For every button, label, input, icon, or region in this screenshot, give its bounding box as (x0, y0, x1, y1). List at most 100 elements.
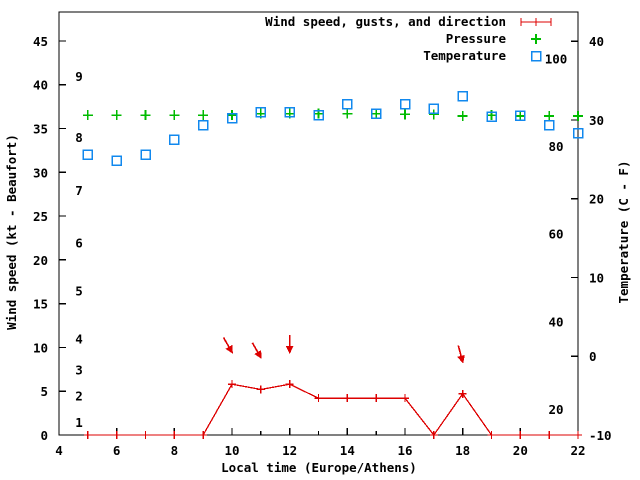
pressure-marker (515, 110, 526, 121)
y-left-tick-label: 30 (33, 165, 48, 180)
y-left-tick-label: 20 (33, 253, 48, 268)
legend-label-plus: Pressure (446, 31, 507, 46)
beaufort-tick-label: 5 (75, 283, 83, 298)
pressure-marker (371, 108, 382, 119)
series-temperature (82, 91, 584, 167)
wind-speed-marker (199, 431, 208, 439)
pressure-marker (227, 110, 237, 121)
wind-speed-marker (343, 394, 352, 403)
beaufort-tick-label: 4 (75, 332, 83, 347)
x-tick-label: 18 (455, 443, 470, 458)
wind-direction-arrow (251, 342, 262, 360)
temperature-marker (486, 111, 497, 123)
temperature-marker (313, 109, 324, 121)
x-tick-label: 22 (570, 443, 585, 458)
pressure-marker (544, 110, 555, 121)
wind-speed-marker (545, 431, 554, 439)
wind-speed-marker (285, 380, 294, 389)
series-pressure (82, 108, 583, 121)
pressure-marker (198, 110, 209, 121)
y-axis-right-title: Temperature (C - F) (616, 161, 631, 304)
temperature-marker (370, 108, 382, 119)
plot-frame (58, 11, 579, 436)
y-left-tick-label: 40 (33, 78, 48, 93)
y-axis-left-title: Wind speed (kt - Beaufort) (4, 134, 19, 330)
y-axis-right-ticks: -10 0 10 20 30 40 20 40 60 80 100 (545, 34, 612, 443)
series-layer (82, 91, 584, 439)
wind-speed-marker (228, 380, 236, 389)
temperature-marker (428, 103, 440, 115)
fahrenheit-tick-label: 100 (545, 51, 568, 66)
y-left-tick-label: 35 (33, 121, 48, 136)
fahrenheit-tick-label: 20 (548, 402, 563, 417)
wind-speed-marker (429, 431, 438, 439)
wind-direction-arrow (222, 337, 233, 354)
pressure-marker (400, 109, 410, 120)
pressure-marker (82, 110, 93, 121)
wind-speed-marker (112, 431, 121, 439)
beaufort-tick-label: 8 (75, 130, 83, 145)
y-left-tick-label: 15 (33, 297, 48, 312)
temperature-marker (140, 149, 151, 160)
x-tick-label: 20 (513, 443, 528, 458)
pressure-marker (457, 110, 468, 121)
x-tick-label: 12 (282, 443, 297, 458)
wind-direction-arrow (457, 345, 465, 364)
x-tick-label: 8 (171, 443, 179, 458)
fahrenheit-tick-label: 40 (548, 315, 563, 330)
y-right-tick-label: 10 (589, 270, 604, 285)
wind-speed-marker (314, 394, 323, 403)
y-right-tick-label: -10 (589, 428, 612, 443)
y-left-tick-label: 10 (33, 340, 48, 355)
pressure-marker (169, 110, 180, 121)
temperature-marker (515, 110, 526, 122)
x-tick-label: 16 (397, 443, 412, 458)
wind-speed-marker (83, 431, 92, 439)
legend-key-wind (520, 18, 552, 26)
beaufort-tick-label: 7 (75, 183, 83, 198)
x-tick-label: 14 (340, 443, 355, 458)
beaufort-tick-label: 3 (75, 362, 83, 377)
wind-speed-marker (141, 431, 150, 439)
wind-speed-marker (458, 389, 467, 398)
temperature-marker (342, 98, 353, 110)
temperature-marker (197, 120, 209, 131)
wind-speed-marker (256, 385, 265, 394)
y-left-tick-label: 45 (33, 34, 48, 49)
temperature-marker (457, 91, 468, 102)
fahrenheit-tick-label: 80 (548, 139, 563, 154)
temperature-marker (111, 155, 122, 167)
legend-key-temperature (530, 50, 542, 62)
y-right-tick-label: 20 (589, 192, 604, 207)
legend-key-pressure (531, 34, 541, 44)
x-axis-title: Local time (Europe/Athens) (221, 460, 417, 475)
wind-speed-marker (487, 431, 496, 439)
legend: Wind speed, gusts, and direction Pressure… (265, 14, 552, 63)
wind-speed-marker (401, 394, 409, 403)
temperature-marker (572, 128, 584, 139)
temperature-marker (255, 106, 267, 118)
y-left-tick-label: 5 (40, 384, 48, 399)
pressure-marker (428, 109, 439, 120)
beaufort-tick-label: 9 (75, 69, 83, 84)
beaufort-tick-label: 2 (75, 389, 83, 404)
x-tick-label: 4 (55, 443, 63, 458)
y-right-tick-label: 30 (589, 113, 604, 128)
temperature-marker (399, 98, 411, 110)
temperature-marker (169, 134, 180, 145)
pressure-marker (573, 110, 583, 121)
wind-speed-line (87, 383, 578, 437)
pressure-marker (342, 108, 353, 119)
wind-speed-marker (170, 431, 179, 439)
fahrenheit-tick-label: 60 (548, 226, 563, 241)
temperature-marker (284, 106, 295, 118)
temperature-marker (543, 120, 555, 131)
pressure-marker (111, 110, 122, 121)
beaufort-tick-label: 6 (75, 235, 83, 250)
y-right-tick-label: 40 (589, 34, 604, 49)
temperature-marker (82, 149, 94, 160)
y-right-tick-label: 0 (589, 349, 597, 364)
